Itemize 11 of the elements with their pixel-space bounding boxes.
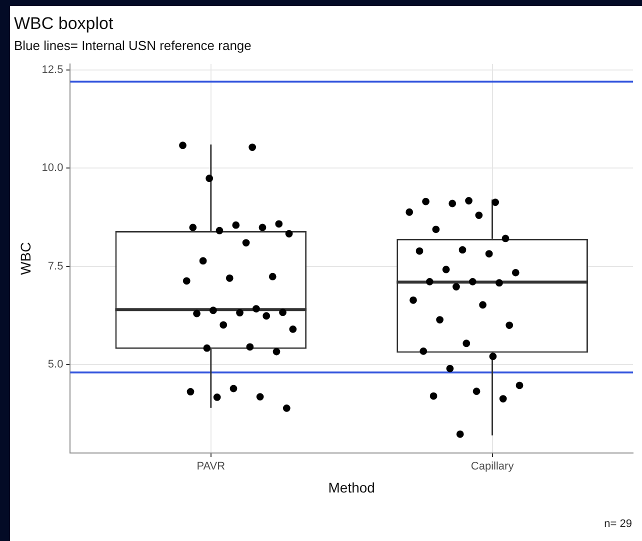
x-tick-label: Capillary xyxy=(470,460,514,473)
y-tick-label: 10.0 xyxy=(42,162,64,174)
y-tick-label: 7.5 xyxy=(48,260,64,272)
y-axis-title: WBC xyxy=(17,242,34,275)
chart-subtitle: Blue lines= Internal USN reference range xyxy=(14,38,252,53)
x-tick-label: PAVR xyxy=(196,460,226,473)
x-axis-title: Method xyxy=(328,479,375,496)
y-tick-label: 5.0 xyxy=(48,358,64,371)
text: n= 29 xyxy=(604,518,632,530)
chart-title: WBC boxplot xyxy=(14,14,114,33)
y-tick-label: 12.5 xyxy=(42,64,64,76)
